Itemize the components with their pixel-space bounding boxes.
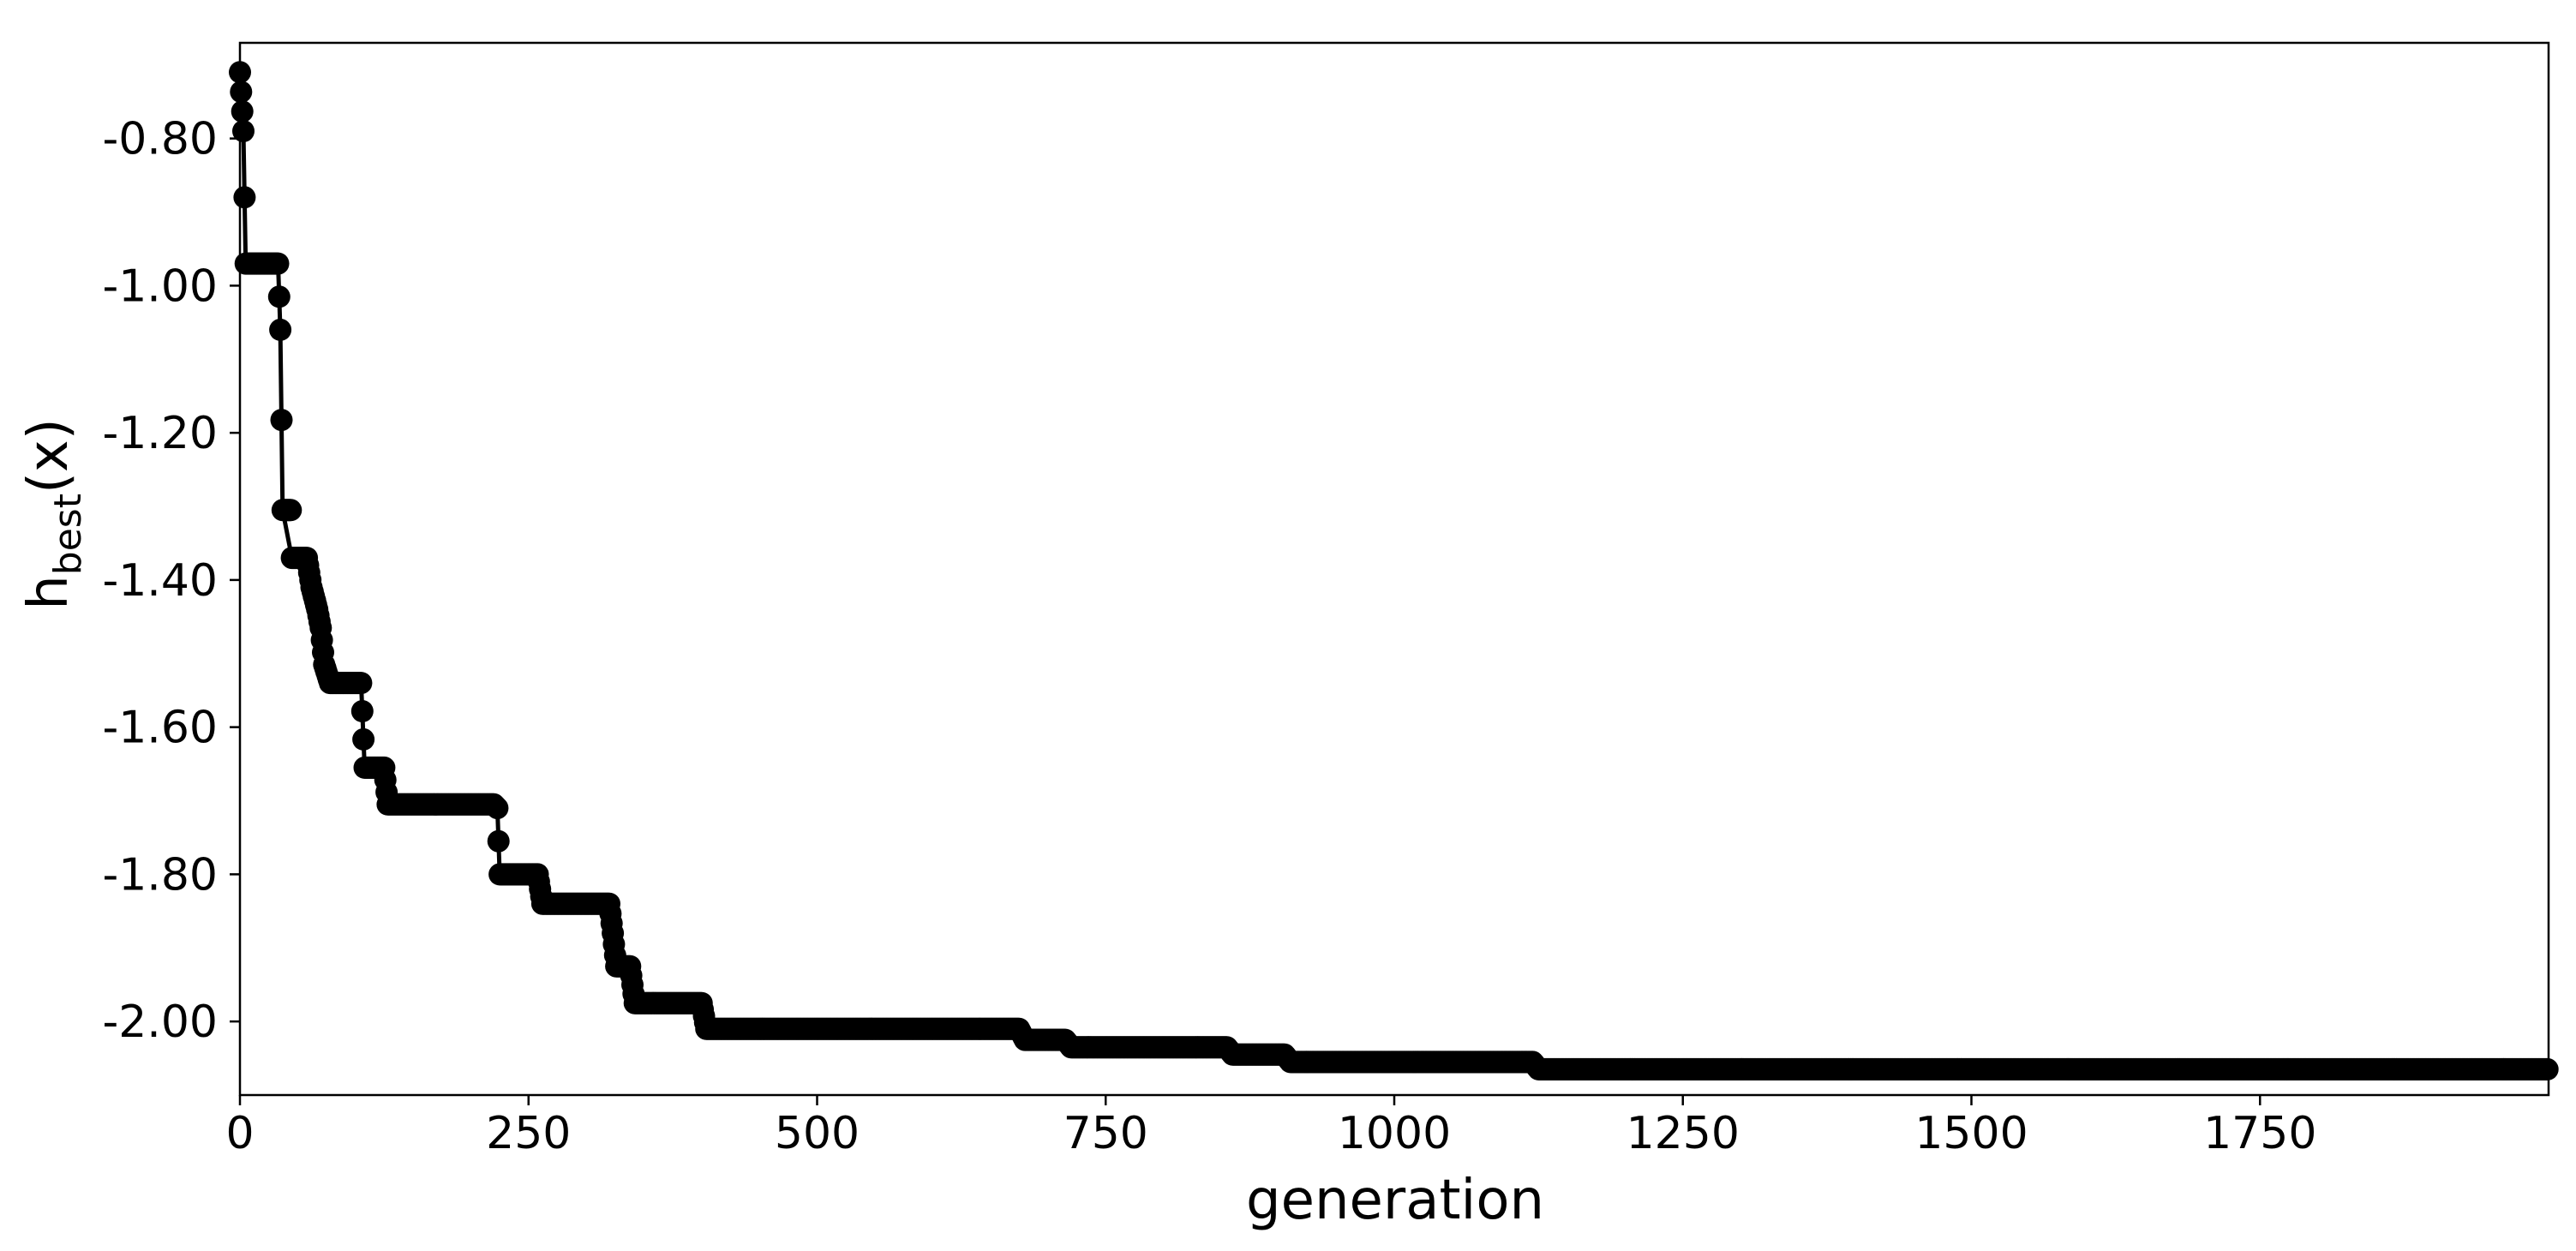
y-axis: -0.80 -1.00 -1.20 -1.40 -1.60 -1.80 -2.00 bbox=[102, 114, 240, 1048]
y-axis-title-base: h bbox=[17, 575, 81, 610]
data-point bbox=[269, 318, 292, 341]
data-point bbox=[267, 285, 291, 308]
y-tick-label: -1.00 bbox=[102, 260, 218, 312]
data-point bbox=[352, 727, 375, 751]
x-tick-label: 1000 bbox=[1338, 1108, 1451, 1159]
x-tick-label: 1500 bbox=[1914, 1108, 2028, 1159]
y-tick-label: -2.00 bbox=[102, 997, 218, 1048]
x-axis: 0 250 500 750 1000 1250 1500 1750 bbox=[225, 1095, 2316, 1159]
y-axis-title-suffix: (x) bbox=[17, 418, 81, 494]
x-tick-label: 250 bbox=[486, 1108, 571, 1159]
plot-frame bbox=[238, 41, 2550, 1097]
y-tick-label: -1.80 bbox=[102, 849, 218, 901]
data-point bbox=[270, 409, 293, 432]
data-point bbox=[232, 120, 255, 142]
data-point bbox=[231, 100, 254, 123]
data-point bbox=[350, 700, 374, 722]
series-line bbox=[237, 72, 2548, 1072]
x-tick-label: 1750 bbox=[2203, 1108, 2316, 1159]
x-tick-label: 750 bbox=[1063, 1108, 1148, 1159]
data-point bbox=[230, 81, 253, 104]
plot-area bbox=[229, 61, 2559, 1080]
x-tick-label: 500 bbox=[775, 1108, 860, 1159]
y-tick-label: -1.60 bbox=[102, 703, 218, 754]
data-point bbox=[279, 499, 303, 522]
y-tick-label: -0.80 bbox=[102, 114, 218, 165]
x-tick-label: 0 bbox=[225, 1108, 254, 1159]
data-point bbox=[233, 186, 256, 209]
y-axis-title-subscript: best bbox=[46, 494, 90, 575]
x-axis-title: generation bbox=[1246, 1169, 1544, 1232]
y-axis-title: hbest(x) bbox=[17, 418, 90, 610]
data-point bbox=[487, 829, 510, 853]
data-point bbox=[2536, 1057, 2559, 1080]
y-tick-label: -1.20 bbox=[102, 408, 218, 459]
y-tick-label: -1.40 bbox=[102, 555, 218, 607]
data-point bbox=[267, 252, 290, 275]
data-point bbox=[486, 797, 509, 820]
data-point bbox=[350, 672, 373, 695]
x-tick-label: 1250 bbox=[1626, 1108, 1740, 1159]
